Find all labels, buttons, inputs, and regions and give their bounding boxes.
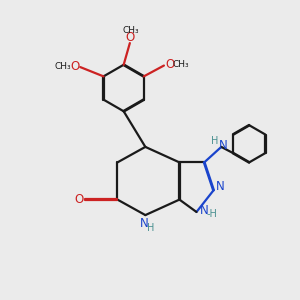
Text: N: N (218, 139, 227, 152)
Text: N: N (200, 204, 208, 217)
Text: O: O (126, 31, 135, 44)
Text: -H: -H (207, 209, 218, 220)
Text: O: O (165, 58, 174, 71)
Text: H: H (147, 223, 155, 233)
Text: CH₃: CH₃ (122, 26, 139, 34)
Text: CH₃: CH₃ (55, 62, 71, 71)
Text: N: N (216, 180, 225, 193)
Text: N: N (140, 217, 148, 230)
Text: O: O (74, 193, 83, 206)
Text: O: O (70, 60, 79, 73)
Text: H: H (211, 136, 218, 146)
Text: CH₃: CH₃ (173, 60, 189, 69)
